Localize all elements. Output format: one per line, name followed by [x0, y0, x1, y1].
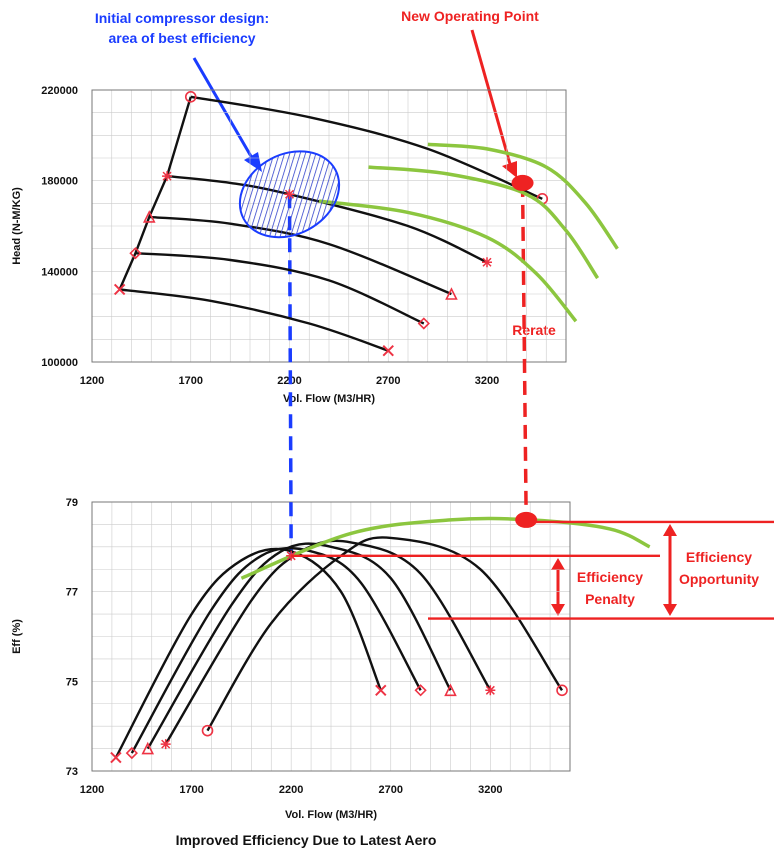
- efficiency-opportunity-label-line1: Efficiency: [686, 549, 752, 565]
- efficiency-y-tick-label: 77: [66, 587, 78, 599]
- figure-caption: Improved Efficiency Due to Latest Aero: [176, 832, 437, 848]
- initial-design-label-line1: Initial compressor design:: [95, 10, 269, 26]
- head-curve-start-marker: [184, 91, 197, 103]
- head-curve-end-marker: [445, 287, 458, 300]
- head-x-tick-label: 3200: [475, 375, 499, 387]
- eff-curve-end-marker: [556, 684, 568, 697]
- opportunity-double-arrow: [663, 524, 677, 616]
- efficiency-y-tick-label: 79: [66, 497, 78, 509]
- eff-curve-end-marker: [444, 683, 457, 697]
- eff-new-operating-point: [515, 511, 538, 528]
- initial-design-label-line2: area of best efficiency: [108, 30, 255, 46]
- efficiency-penalty-label-line2: Penalty: [585, 591, 635, 607]
- head-plot-frame: [91, 89, 567, 363]
- eff-curve-end-marker: [414, 684, 427, 697]
- eff-curve-start-marker: [160, 739, 171, 750]
- efficiency-x-tick-label: 1700: [179, 784, 203, 796]
- eff-speed-curve-5: [206, 536, 563, 732]
- head-y-tick-label: 180000: [41, 176, 78, 188]
- head-curve-start-marker: [142, 210, 156, 223]
- head-curve-start-marker: [162, 171, 173, 182]
- rerate-label: Rerate: [512, 322, 556, 338]
- new-operating-point-connector: [520, 182, 528, 520]
- head-curve-start-marker: [113, 283, 126, 296]
- efficiency-chart: 1200 1700 2200 2700 3200 73 75 77 79 Vol. Flow (M…: [11, 497, 571, 821]
- head-y-tick-label: 220000: [41, 85, 78, 97]
- efficiency-plot-frame: [91, 501, 571, 772]
- efficiency-x-tick-label: 3200: [478, 784, 502, 796]
- eff-curve-start-marker: [125, 746, 138, 760]
- red-pointer-arrow: [470, 29, 517, 178]
- head-y-tick-label: 100000: [41, 357, 78, 369]
- efficiency-x-axis-label: Vol. Flow (M3/HR): [285, 809, 377, 821]
- head-x-tick-label: 1700: [179, 375, 203, 387]
- head-x-tick-label: 1200: [80, 375, 104, 387]
- efficiency-x-tick-label: 2200: [279, 784, 303, 796]
- head-curve-end-marker: [482, 257, 492, 268]
- head-x-axis-label: Vol. Flow (M3/HR): [283, 393, 375, 405]
- penalty-double-arrow: [551, 558, 565, 616]
- head-x-tick-label: 2700: [376, 375, 400, 387]
- efficiency-y-tick-label: 75: [66, 676, 78, 688]
- head-curve-end-marker: [382, 344, 394, 357]
- head-curve-start-marker: [129, 247, 142, 260]
- new-operating-point-label: New Operating Point: [401, 8, 539, 24]
- best-efficiency-connector: [287, 194, 293, 556]
- eff-new-aero-curve: [240, 516, 651, 580]
- head-y-axis-label: Head (N-M/KG): [11, 187, 23, 265]
- efficiency-y-axis-label: Eff (%): [11, 619, 23, 654]
- efficiency-y-tick-label: 73: [66, 766, 78, 778]
- eff-curve-end-marker: [485, 685, 496, 696]
- head-speed-curve-1: [190, 95, 543, 200]
- eff-curve-end-marker: [375, 684, 387, 697]
- head-new-aero-curve-1: [427, 142, 619, 250]
- efficiency-x-tick-label: 1200: [80, 784, 104, 796]
- head-new-aero-curve-3: [318, 199, 578, 323]
- head-new-operating-point: [511, 174, 534, 191]
- head-new-aero-curve-2: [368, 165, 600, 280]
- efficiency-x-tick-label: 2700: [379, 784, 403, 796]
- head-speed-curve-4: [135, 252, 425, 325]
- efficiency-penalty-label-line1: Efficiency: [577, 569, 643, 585]
- efficiency-opportunity-label-line2: Opportunity: [679, 571, 759, 587]
- eff-curve-start-marker: [110, 751, 122, 764]
- head-best-efficiency-point: [284, 189, 295, 200]
- eff-curve-start-marker: [141, 741, 155, 755]
- head-curve-end-marker: [417, 317, 430, 330]
- eff-speed-curve-2: [130, 546, 422, 754]
- head-y-tick-label: 140000: [41, 266, 78, 278]
- blue-pointer-arrow: [192, 57, 262, 172]
- eff-speed-curve-3: [146, 542, 452, 750]
- eff-speed-curve-4: [164, 539, 492, 745]
- head-speed-curve-5: [119, 288, 389, 352]
- eff-speed-curve-1: [114, 547, 382, 759]
- eff-curve-start-marker: [201, 724, 214, 737]
- head-surge-line: [118, 96, 192, 290]
